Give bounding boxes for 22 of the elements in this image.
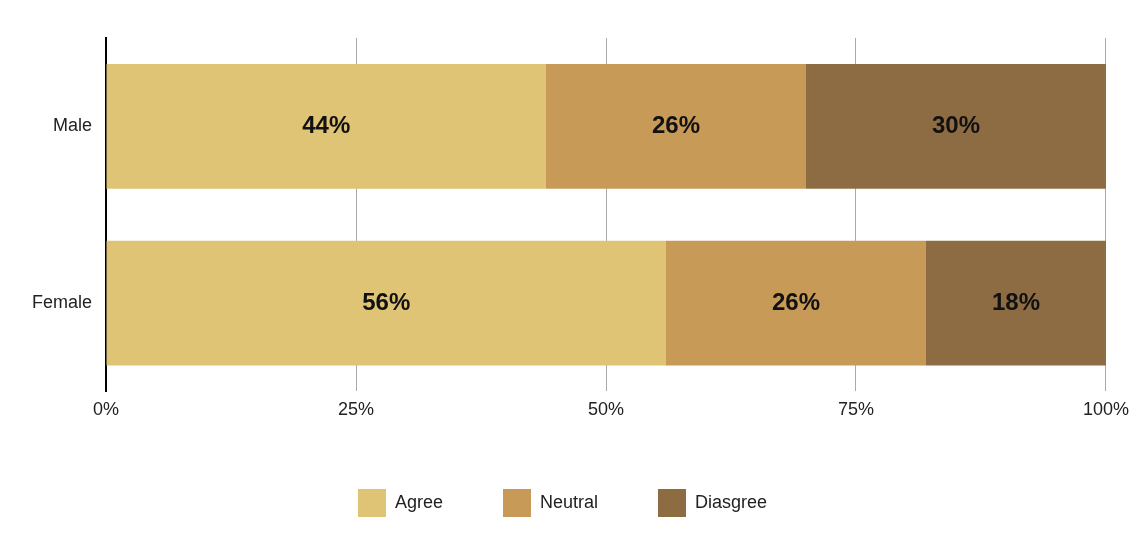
bar: [805, 64, 1106, 189]
legend-label: Agree: [394, 491, 443, 512]
y-tick-label: Female: [31, 292, 93, 313]
data-label: 44%: [302, 110, 351, 138]
bar: [546, 64, 806, 189]
data-label: 30%: [931, 110, 981, 138]
data-label: 56%: [362, 287, 411, 315]
data-label: 18%: [991, 287, 1041, 315]
x-tick-label: 75%: [837, 399, 875, 420]
data-label: 26%: [651, 110, 701, 138]
bar: [666, 240, 926, 366]
x-tick-label: 100%: [1082, 399, 1129, 420]
x-tick-label: 25%: [338, 399, 375, 420]
x-tick-label: 50%: [587, 399, 625, 420]
legend-label: Diasgree: [695, 491, 768, 512]
legend-label: Neutral: [539, 491, 599, 512]
data-label: 26%: [771, 287, 821, 315]
bar: [106, 240, 666, 366]
x-tick-label: 0%: [93, 399, 120, 420]
bar: [106, 64, 546, 189]
y-tick-label: Male: [53, 115, 93, 136]
bar: [925, 240, 1106, 366]
